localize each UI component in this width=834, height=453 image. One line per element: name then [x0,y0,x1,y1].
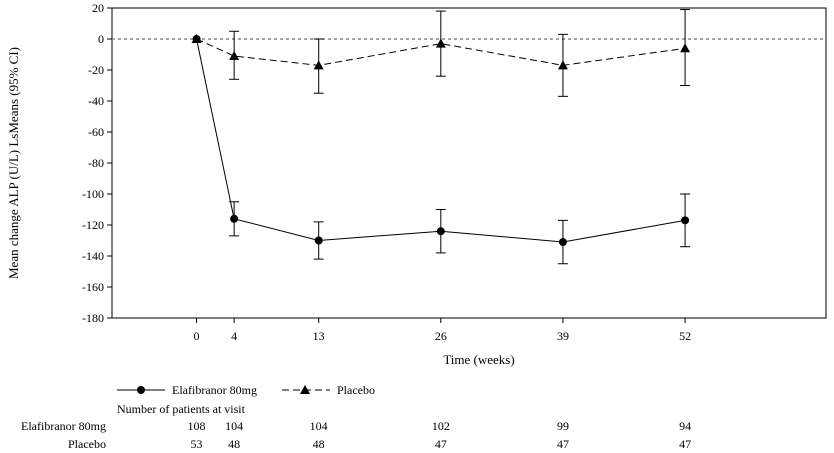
y-axis-title: Mean change ALP (U/L) LsMeans (95% CI) [6,47,21,279]
y-tick-label: -80 [88,156,104,170]
plot-frame [111,7,827,319]
data-point-placebo [229,51,240,61]
legend-label-elafibranor: Elafibranor 80mg [172,383,257,397]
y-tick-label: -180 [82,311,104,325]
y-tick-label: -160 [82,280,104,294]
data-point-elafibranor [681,216,690,225]
at-risk-count: 48 [228,437,240,451]
y-tick-label: -100 [82,187,104,201]
data-point-placebo [435,38,446,48]
at-risk-count: 102 [432,419,450,433]
at-risk-count: 53 [191,437,203,451]
at-risk-count: 94 [679,419,691,433]
at-risk-count: 108 [188,419,206,433]
data-point-placebo [680,43,691,53]
data-point-elafibranor [558,238,567,247]
at-risk-count: 47 [679,437,691,451]
y-tick-label: -60 [88,125,104,139]
y-tick-label: 0 [98,32,104,46]
x-tick-label: 4 [231,329,237,343]
legend-marker-elafibranor [137,386,145,394]
data-point-placebo [191,34,202,43]
legend-label-placebo: Placebo [337,383,375,397]
series-line-elafibranor [196,38,686,243]
at-risk-title: Number of patients at visit [117,402,246,416]
data-point-placebo [557,60,568,70]
at-risk-count: 47 [435,437,447,451]
data-point-elafibranor [230,214,239,223]
data-point-elafibranor [314,236,323,245]
y-tick-label: -120 [82,218,104,232]
y-tick-label: 20 [92,1,104,15]
x-tick-label: 13 [313,329,325,343]
y-tick-label: -20 [88,63,104,77]
y-tick-label: -40 [88,94,104,108]
x-tick-label: 26 [435,329,447,343]
y-tick-label: -140 [82,249,104,263]
at-risk-row-label: Elafibranor 80mg [21,419,106,433]
x-tick-label: 52 [679,329,691,343]
at-risk-count: 48 [313,437,325,451]
legend-marker-placebo [300,385,310,394]
at-risk-count: 104 [310,419,328,433]
data-point-placebo [313,60,324,70]
at-risk-count: 99 [557,419,569,433]
x-axis-title: Time (weeks) [443,352,514,367]
x-tick-label: 39 [557,329,569,343]
data-point-elafibranor [436,227,445,236]
x-tick-label: 0 [194,329,200,343]
at-risk-row-label: Placebo [68,437,106,451]
at-risk-count: 104 [225,419,243,433]
series-line-placebo [196,38,686,66]
at-risk-count: 47 [557,437,569,451]
